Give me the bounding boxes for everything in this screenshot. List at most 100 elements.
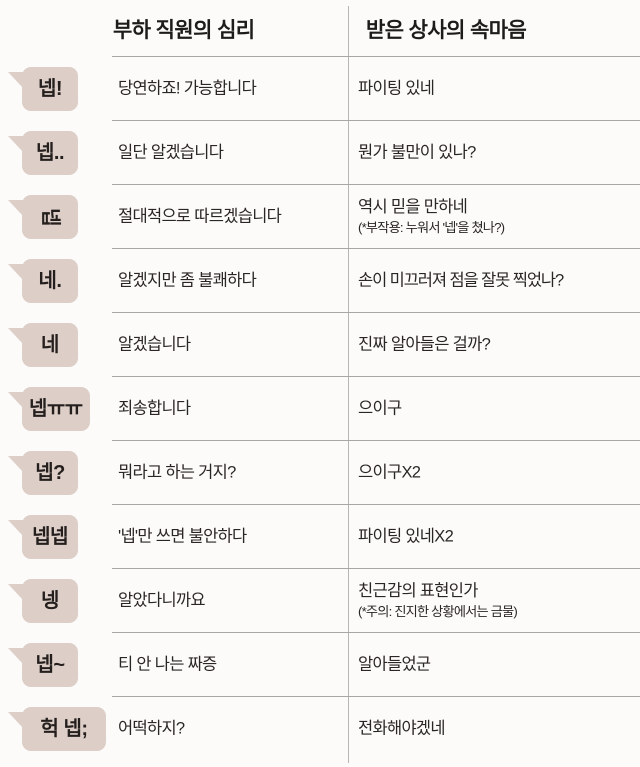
cell-subordinate-psychology: 일단 알겠습니다: [118, 142, 224, 161]
table-row: 넵.. 일단 알겠습니다 뭔가 불만이 있나?: [8, 120, 640, 184]
table-header: 부하 직원의 심리 받은 상사의 속마음: [0, 0, 640, 56]
speech-bubble: 넵..: [8, 130, 106, 175]
table-row-inner: 넹 알았다니까요 친근감의 표현인가 (*주의: 진지한 상황에서는 금물): [0, 569, 640, 632]
speech-bubble-tail-icon: [8, 519, 24, 537]
table-row-inner: 넵! 당연하죠! 가능합니다 파이팅 있네: [0, 57, 640, 120]
speech-bubble: 넵?: [8, 450, 106, 495]
speech-bubble-label: 네: [41, 333, 59, 356]
cell-boss-main-text: 손이 미끄러져 점을 잘못 찍었나?: [358, 270, 564, 289]
speech-bubble-body: 넹: [22, 578, 78, 623]
cell-boss-inner-thought: 파이팅 있네: [358, 78, 638, 99]
table-row: 넵~ 티 안 나는 짜증 알아들었군: [8, 632, 640, 696]
table-row: 넵? 뭐라고 하는 거지? 으이구X2: [8, 440, 640, 504]
speech-bubble-body: 네.: [22, 258, 78, 303]
cell-subordinate-psychology: 티 안 나는 짜증: [118, 654, 217, 673]
speech-bubble-label: 네.: [38, 269, 62, 292]
cell-boss-inner-thought: 친근감의 표현인가 (*주의: 진지한 상황에서는 금물): [358, 581, 638, 621]
cell-boss-main-text: 진짜 알아들은 걸까?: [358, 334, 491, 353]
cell-subordinate-psychology: 어떡하지?: [118, 718, 185, 737]
cell-boss-main-text: 으이구X2: [358, 462, 421, 481]
speech-bubble-body: 넵..: [22, 130, 78, 175]
speech-bubble-tail-icon: [8, 391, 24, 409]
cell-subordinate-psychology: 절대적으로 따르겠습니다: [118, 206, 282, 225]
table-row: 네 알겠습니다 진짜 알아들은 걸까?: [8, 312, 640, 376]
cell-boss-inner-thought: 파이팅 있네X2: [358, 526, 638, 547]
speech-bubble-label: 넵..: [35, 141, 65, 164]
cell-subordinate-psychology: 뭐라고 하는 거지?: [118, 462, 236, 481]
speech-bubble-tail-icon: [8, 583, 24, 601]
cell-boss-inner-thought: 알아들었군: [358, 654, 638, 675]
cell-boss-main-text: 으이구: [358, 398, 402, 417]
speech-bubble-label: 넵: [39, 207, 61, 226]
table-row-inner: 네 알겠습니다 진짜 알아들은 걸까?: [0, 313, 640, 376]
speech-bubble-tail-icon: [8, 135, 24, 153]
speech-bubble-tail-icon: [8, 327, 24, 345]
cell-boss-note: (*부작용: 누워서 '넵'을 쳤나?): [358, 219, 505, 235]
speech-bubble: 네: [8, 322, 106, 367]
cell-boss-main-text: 전화해야겠네: [358, 718, 446, 737]
speech-bubble-body: 헉 넵;: [22, 706, 106, 751]
speech-bubble-body: 넵!: [22, 66, 78, 111]
cell-boss-main-text: 친근감의 표현인가: [358, 581, 478, 600]
speech-bubble-label: 넵~: [35, 653, 65, 676]
speech-bubble: 헉 넵;: [8, 706, 106, 751]
speech-bubble-body: 넵ㅠㅠ: [22, 386, 90, 431]
speech-bubble: 넵넵: [8, 514, 106, 559]
cell-boss-inner-thought: 전화해야겠네: [358, 718, 638, 739]
speech-bubble: 넵: [8, 194, 106, 239]
speech-bubble-label: 넹: [41, 589, 59, 612]
speech-bubble: 네.: [8, 258, 106, 303]
cell-subordinate-psychology: 당연하죠! 가능합니다: [118, 78, 257, 97]
table-row-inner: 넵? 뭐라고 하는 거지? 으이구X2: [0, 441, 640, 504]
speech-bubble-label: 넵ㅠㅠ: [29, 397, 83, 420]
table-row-inner: 넵ㅠㅠ 죄송합니다 으이구: [0, 377, 640, 440]
speech-bubble-tail-icon: [8, 71, 24, 89]
speech-bubble-body: 넵~: [22, 642, 78, 687]
speech-bubble-body: 네: [22, 322, 78, 367]
cell-boss-inner-thought: 진짜 알아들은 걸까?: [358, 334, 638, 355]
header-boss-inner-thoughts: 받은 상사의 속마음: [366, 19, 527, 42]
speech-bubble-tail-icon: [8, 199, 24, 217]
speech-bubble-label: 넵?: [35, 461, 65, 484]
cell-boss-inner-thought: 역시 믿을 만하네 (*부작용: 누워서 '넵'을 쳤나?): [358, 197, 638, 237]
cell-boss-main-text: 뭔가 불만이 있나?: [358, 142, 476, 161]
cell-boss-inner-thought: 으이구: [358, 398, 638, 419]
speech-bubble-body: 넵: [22, 194, 78, 239]
speech-bubble-tail-icon: [8, 455, 24, 473]
table-row-inner: 네. 알겠지만 좀 불쾌하다 손이 미끄러져 점을 잘못 찍었나?: [0, 249, 640, 312]
table-row: 넵 절대적으로 따르겠습니다 역시 믿을 만하네 (*부작용: 누워서 '넵'을 쳤나…: [8, 184, 640, 248]
speech-bubble-label: 헉 넵;: [40, 717, 88, 740]
speech-bubble-body: 넵넵: [22, 514, 78, 559]
table-row: 넹 알았다니까요 친근감의 표현인가 (*주의: 진지한 상황에서는 금물): [8, 568, 640, 632]
speech-bubble-tail-icon: [8, 711, 24, 729]
table-row-inner: 넵넵 '넵'만 쓰면 불안하다 파이팅 있네X2: [0, 505, 640, 568]
cell-subordinate-psychology: 알았다니까요: [118, 590, 206, 609]
speech-bubble-label: 넵넵: [32, 525, 68, 548]
cell-subordinate-psychology: 죄송합니다: [118, 398, 191, 417]
table-row-inner: 넵 절대적으로 따르겠습니다 역시 믿을 만하네 (*부작용: 누워서 '넵'을 쳤나…: [0, 185, 640, 248]
table-row: 넵ㅠㅠ 죄송합니다 으이구: [8, 376, 640, 440]
speech-bubble-tail-icon: [8, 647, 24, 665]
table-row: 헉 넵; 어떡하지? 전화해야겠네: [8, 696, 640, 760]
speech-bubble: 넵!: [8, 66, 106, 111]
table-row-inner: 넵~ 티 안 나는 짜증 알아들었군: [0, 633, 640, 696]
speech-bubble: 넹: [8, 578, 106, 623]
speech-bubble: 넵ㅠㅠ: [8, 386, 106, 431]
cell-boss-inner-thought: 손이 미끄러져 점을 잘못 찍었나?: [358, 270, 638, 291]
cell-boss-inner-thought: 뭔가 불만이 있나?: [358, 142, 638, 163]
cell-boss-main-text: 알아들었군: [358, 654, 431, 673]
table-row-inner: 넵.. 일단 알겠습니다 뭔가 불만이 있나?: [0, 121, 640, 184]
table-row-inner: 헉 넵; 어떡하지? 전화해야겠네: [0, 697, 640, 760]
cell-subordinate-psychology: 알겠지만 좀 불쾌하다: [118, 270, 257, 289]
speech-bubble-tail-icon: [8, 263, 24, 281]
cell-boss-main-text: 역시 믿을 만하네: [358, 197, 468, 216]
speech-bubble: 넵~: [8, 642, 106, 687]
cell-boss-main-text: 파이팅 있네: [358, 78, 435, 97]
cell-subordinate-psychology: '넵'만 쓰면 불안하다: [118, 526, 247, 545]
table-row: 넵넵 '넵'만 쓰면 불안하다 파이팅 있네X2: [8, 504, 640, 568]
table-row: 넵! 당연하죠! 가능합니다 파이팅 있네: [8, 56, 640, 120]
cell-subordinate-psychology: 알겠습니다: [118, 334, 191, 353]
cell-boss-main-text: 파이팅 있네X2: [358, 526, 454, 545]
